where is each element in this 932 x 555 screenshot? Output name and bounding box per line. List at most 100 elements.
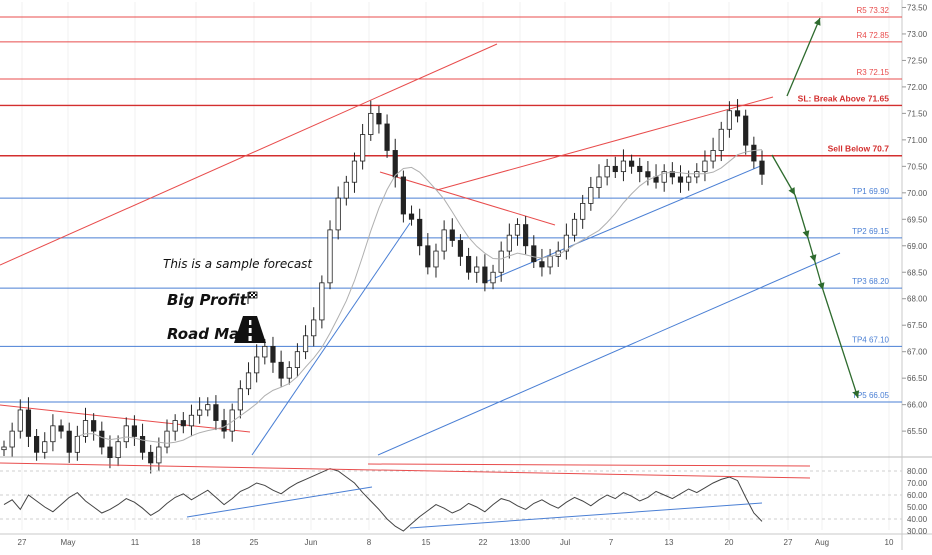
candle-body <box>563 234 569 252</box>
time-tick-label: 13:00 <box>510 538 531 547</box>
candle-body <box>425 245 431 268</box>
candle <box>245 362 252 396</box>
time-tick-label: 15 <box>422 538 431 547</box>
candle-body <box>506 234 512 252</box>
candle <box>343 175 349 206</box>
candle <box>637 157 643 183</box>
time-tick-label: 11 <box>131 538 140 547</box>
candle <box>17 399 23 439</box>
price-tick-label: 72.00 <box>907 83 928 92</box>
candle <box>400 170 406 223</box>
candle <box>417 208 423 256</box>
level-label: R5 73.32 <box>857 6 890 15</box>
candle-body <box>25 409 32 437</box>
candle <box>596 164 602 199</box>
candle <box>180 412 186 434</box>
candle-body <box>588 187 594 204</box>
candle <box>563 223 569 260</box>
candle <box>743 109 749 155</box>
price-tick-label: 69.50 <box>907 215 928 224</box>
time-tick-label: 10 <box>885 538 894 547</box>
level-label: TP5 66.05 <box>852 391 889 400</box>
candle-body <box>743 115 749 146</box>
candle <box>580 194 586 229</box>
time-tick-label: 20 <box>725 538 734 547</box>
candle <box>645 161 651 186</box>
candle <box>571 212 578 242</box>
candle-body <box>514 224 521 236</box>
candle-body <box>156 446 162 464</box>
candle <box>392 138 398 188</box>
price-tick-label: 68.50 <box>907 268 928 277</box>
candle <box>50 414 56 452</box>
price-tick-label: 70.50 <box>907 162 928 171</box>
rsi-tick-label: 80.00 <box>907 467 928 476</box>
candle <box>702 150 708 182</box>
rsi-tick-label: 30.00 <box>907 527 928 536</box>
candle <box>82 407 89 443</box>
candle-body <box>123 425 129 443</box>
candle-body <box>270 345 276 363</box>
time-tick-label: 13 <box>665 538 674 547</box>
candle <box>482 254 488 292</box>
candle <box>718 121 724 162</box>
candle <box>286 361 292 385</box>
road-map-text: Road Map <box>167 325 250 343</box>
candle <box>547 248 553 275</box>
candle <box>197 397 203 424</box>
candle-body <box>343 181 349 199</box>
time-tick-label: 22 <box>479 538 488 547</box>
price-tick-label: 67.50 <box>907 321 928 330</box>
candle-body <box>351 160 358 183</box>
candle <box>302 325 309 360</box>
candle <box>474 256 480 283</box>
candle-body <box>726 110 732 130</box>
arrow-shaft <box>786 17 821 97</box>
price-tick-label: 70.00 <box>907 189 928 198</box>
arrow-head <box>852 390 860 398</box>
candle <box>74 425 80 461</box>
candle <box>726 101 732 138</box>
big-profit-text: Big Profit <box>167 291 248 309</box>
time-tick-label: 25 <box>250 538 259 547</box>
forecast-arrow <box>807 237 817 263</box>
candle-body <box>571 218 578 236</box>
arrow-head <box>817 282 825 290</box>
candle <box>694 163 700 184</box>
candle-body <box>205 404 211 411</box>
candle <box>368 100 374 141</box>
candle-body <box>408 213 415 220</box>
time-tick-label: Jul <box>560 538 570 547</box>
trend-line <box>482 164 764 284</box>
candle <box>531 235 537 269</box>
candle-body <box>335 197 341 231</box>
candle <box>490 264 496 290</box>
candle <box>34 429 40 461</box>
forecast-arrow <box>786 17 821 97</box>
candle-body <box>596 176 602 188</box>
candle-body <box>107 446 113 459</box>
candle <box>759 150 765 185</box>
candle <box>523 216 529 255</box>
candle <box>213 395 219 431</box>
candle <box>221 408 227 439</box>
price-tick-label: 71.00 <box>907 136 928 145</box>
candle-body <box>294 351 301 368</box>
time-tick-label: 27 <box>784 538 793 547</box>
candle-body <box>612 165 618 173</box>
candle-body <box>653 176 659 183</box>
moving-average-line <box>77 149 763 444</box>
rsi-trend-line <box>186 486 373 518</box>
level-label: R4 72.85 <box>857 31 890 40</box>
rsi-tick-label: 40.00 <box>907 515 928 524</box>
candle-body <box>677 176 684 183</box>
price-tick-label: 72.50 <box>907 56 928 65</box>
road-icon <box>234 316 266 343</box>
trend-line <box>0 43 498 266</box>
candle <box>25 397 32 448</box>
candle <box>91 413 97 441</box>
candle-body <box>58 425 64 432</box>
candle-body <box>34 436 40 453</box>
